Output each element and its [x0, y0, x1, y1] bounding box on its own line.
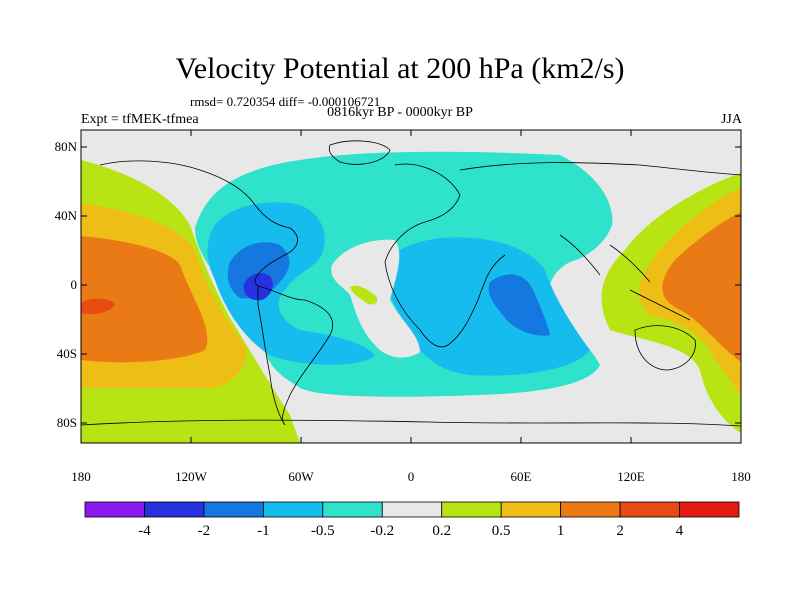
coastline-europe-africa	[384, 163, 506, 348]
colorbar-segment	[144, 501, 205, 518]
coastline-north-america	[99, 160, 298, 287]
colorbar-label: 0.5	[492, 523, 511, 539]
colorbar-segment	[381, 501, 443, 518]
colorbar-label: 0.2	[432, 523, 451, 539]
stats-line: rmsd= 0.720354 diff= -0.000106721	[190, 94, 381, 109]
colorbar-label: 2	[616, 523, 624, 539]
colorbar-segment	[322, 501, 383, 518]
colorbar-label: -0.2	[370, 523, 394, 539]
colorbar-segment	[679, 501, 740, 518]
lat-tick-label: 0	[71, 277, 78, 292]
positive-core-west	[81, 298, 115, 314]
colorbar-label: 4	[676, 523, 684, 539]
lon-tick-label: 60E	[511, 469, 532, 484]
colorbar-label: -0.5	[311, 523, 335, 539]
lat-tick-label: 80N	[55, 139, 78, 154]
negative-region-americas	[207, 202, 375, 365]
coastline-south-america	[257, 285, 333, 426]
colorbar-segment	[500, 501, 562, 518]
coastline-australia	[634, 325, 696, 371]
colorbar-label: -4	[138, 523, 151, 539]
velocity-potential-field	[81, 130, 741, 443]
colorbar-label: -2	[198, 523, 211, 539]
positive-patch-atlantic	[350, 285, 378, 305]
longitude-axis: 180 120W 60W 0 60E 120E 180	[71, 130, 751, 484]
latitude-axis: 80N 40N 0 40S 80S	[55, 139, 741, 430]
lon-tick-label: 0	[408, 469, 415, 484]
coastlines	[81, 140, 741, 427]
negative-core-indian-ocean	[488, 274, 550, 336]
season-label: JJA	[720, 112, 742, 127]
lon-tick-label: 180	[71, 469, 91, 484]
lon-tick-label: 60W	[288, 469, 314, 484]
coastline-antarctica	[81, 419, 741, 427]
lon-tick-label: 120E	[617, 469, 645, 484]
colorbar-label: -1	[257, 523, 270, 539]
coastline-asia	[459, 162, 741, 321]
lat-tick-label: 80S	[57, 415, 77, 430]
period-label: 0816kyr BP - 0000kyr BP	[327, 105, 473, 120]
experiment-label: Expt = tfMEK-tfmea	[81, 112, 199, 127]
colorbar-segment	[262, 501, 324, 518]
negative-core-americas-outer	[227, 242, 290, 299]
positive-region-east-high	[662, 212, 741, 362]
colorbar-segment	[441, 501, 502, 518]
map-title: Velocity Potential at 200 hPa (km2/s)	[175, 52, 625, 85]
colorbar-label: 1	[557, 523, 565, 539]
lat-tick-label: 40S	[57, 346, 77, 361]
colorbar-segment	[619, 501, 680, 518]
negative-region-africa-indian	[384, 237, 590, 376]
lon-tick-label: 120W	[175, 469, 208, 484]
lon-tick-label: 180	[731, 469, 751, 484]
positive-region-west-high	[81, 236, 208, 363]
coastline-greenland	[328, 140, 391, 165]
colorbar-segment	[560, 501, 621, 518]
colorbar-segment	[84, 501, 145, 518]
colorbar-segment	[203, 501, 264, 518]
colorbar: -4 -2 -1 -0.5 -0.2 0.2 0.5 1 2 4	[84, 501, 740, 539]
lat-tick-label: 40N	[55, 208, 78, 223]
